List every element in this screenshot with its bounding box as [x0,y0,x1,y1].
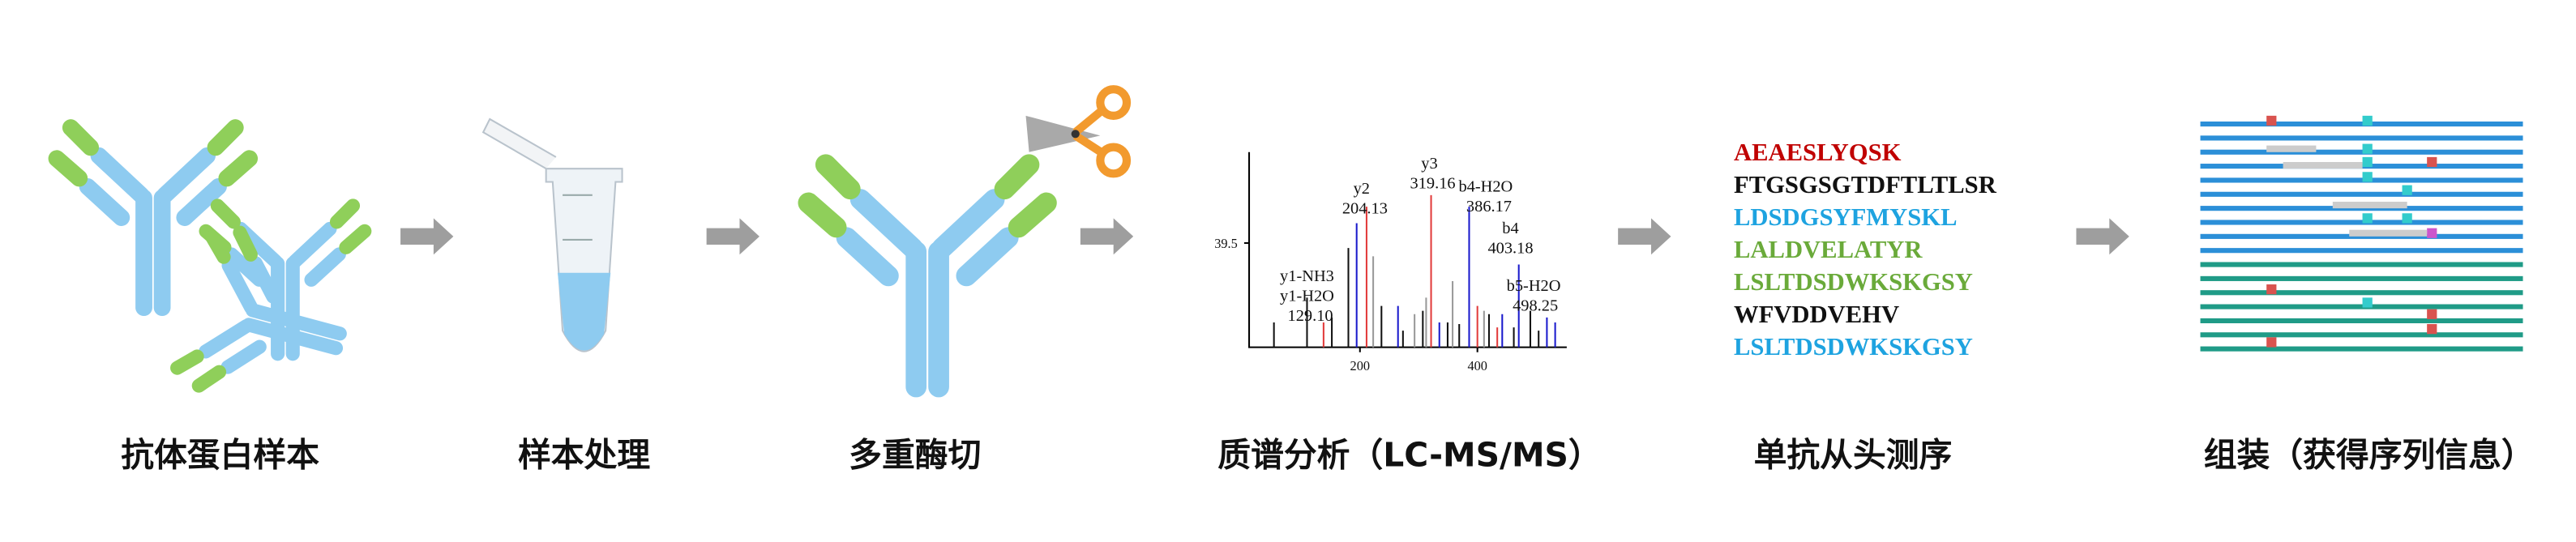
marker [2402,185,2412,195]
sequence: LSLTDSDWKSKGSY [1734,333,1973,361]
track [2200,149,2523,155]
track [2200,122,2523,127]
track [2200,262,2523,267]
marker [2362,115,2373,126]
x-tick-label: 400 [1467,358,1487,373]
marker [2402,213,2412,224]
sequence: WFVDDVEHV [1734,301,1899,328]
marker [2362,156,2373,168]
peak-label: 498.25 [1513,297,1558,315]
track [2200,346,2523,352]
scissors [1025,85,1132,178]
assembly-map [2200,115,2523,352]
track [2200,248,2523,254]
marker [2427,324,2437,335]
track [2200,318,2523,323]
track [2200,191,2523,197]
peak-label: 204.13 [1342,199,1388,217]
marker [2427,228,2437,238]
step-labels: 抗体蛋白样本 样本处理 多重酶切 质谱分析（LC-MS/MS） 单抗从头测序 组装（获得序… [121,436,2534,475]
track [2200,332,2523,338]
peak-label: y3 [1421,155,1437,173]
marker [2362,213,2373,224]
peak-label: y1-H2O [1280,287,1334,305]
peak-label: 403.18 [1487,239,1533,257]
peak-label: 129.10 [1288,307,1333,325]
bar [2332,201,2407,209]
sequence: AEAESLYQSK [1734,139,1902,166]
marker [2362,172,2373,182]
marker [2266,115,2277,126]
x-tick-label: 200 [1350,358,1370,373]
sequence: FTGSGSGTDFTLTLSR [1734,171,1997,198]
step-label: 质谱分析（LC-MS/MS） [1217,436,1601,475]
spectrum [1243,152,1567,352]
track [2200,177,2523,183]
bar [2283,162,2363,169]
track [2200,220,2523,225]
marker [2362,297,2373,308]
antibody [808,164,1046,386]
step-label: 抗体蛋白样本 [121,436,319,475]
track [2200,304,2523,309]
sequences: AEAESLYQSK FTGSGSGTDFTLTLSR LDSDGSYFMYSKL L… [1734,139,1997,361]
peak-label: b5-H2O [1507,277,1561,295]
marker [2362,143,2373,154]
step-label: 样本处理 [518,436,650,475]
step-label: 单抗从头测序 [1754,436,1953,475]
marker [2427,156,2437,168]
track [2200,135,2523,141]
sequence: LSLTDSDWKSKGSY [1734,268,1973,296]
antibodies [57,128,365,418]
marker [2427,309,2437,319]
step-label: 多重酶切 [849,436,981,475]
tube [481,117,623,352]
sequence: LDSDGSYFMYSKL [1734,203,1958,231]
peak-label: b4 [1502,220,1518,237]
marker [2266,284,2277,295]
peak-label: 386.17 [1466,198,1512,216]
sequence: LALDVELATYR [1734,236,1923,263]
peak-label: y2 [1354,180,1370,198]
bar [2349,229,2428,237]
y-tick-label: 39.5 [1214,236,1238,251]
bar [2266,145,2317,152]
track [2200,275,2523,281]
step-label: 组装（获得序列信息） [2204,436,2535,475]
track [2200,290,2523,296]
peak-label: b4-H2O [1458,178,1513,196]
marker [2266,337,2277,348]
peak-label: 319.16 [1410,175,1456,193]
peak-label: y1-NH3 [1280,267,1334,285]
